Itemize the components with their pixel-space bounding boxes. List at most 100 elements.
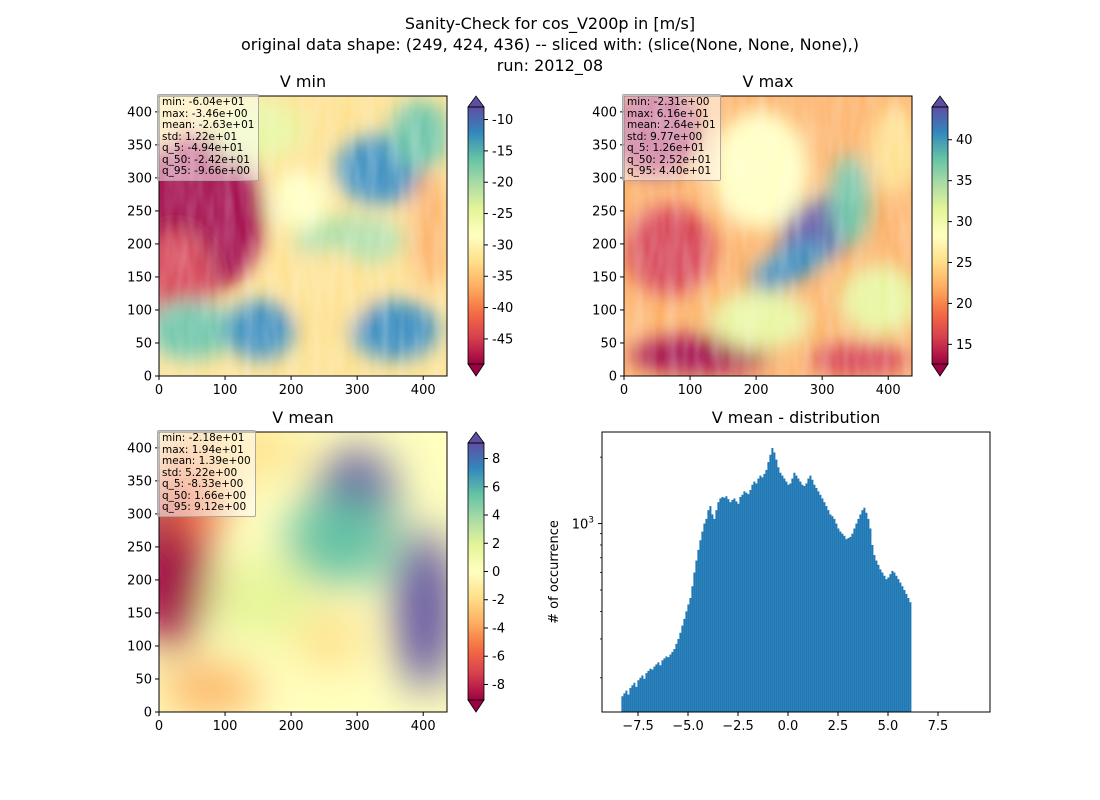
histogram-bar <box>751 484 754 712</box>
histogram-bar <box>671 651 674 712</box>
histogram-bar <box>741 494 744 712</box>
histogram-bar <box>771 448 774 712</box>
histogram-bar <box>825 506 828 712</box>
histogram-bar <box>827 510 830 712</box>
vmin-colorbar-tick-label: -15 <box>492 144 513 159</box>
distribution-xtick-label: 2.5 <box>828 719 849 734</box>
stats-line: q_5: -8.33e+00 <box>162 478 244 490</box>
histogram-bar <box>663 658 666 712</box>
histogram-bar <box>745 492 748 712</box>
distribution-xtick-label: −7.5 <box>622 719 654 734</box>
histogram-bar <box>727 499 730 712</box>
histogram-bar <box>639 677 642 712</box>
histogram-bar <box>847 538 850 712</box>
histogram-bar <box>815 487 818 712</box>
histogram-bar <box>811 479 814 712</box>
vmean-colorbar-tick-label: -4 <box>492 621 505 636</box>
vmean-xtick-label: 300 <box>345 719 370 734</box>
vmax-xtick-label: 200 <box>744 383 769 398</box>
vmax-stats-box: min: -2.31e+00 max: 6.16e+01 mean: 2.64e+0… <box>622 94 721 181</box>
histogram-bar <box>781 475 784 712</box>
histogram-bar <box>689 597 692 712</box>
distribution-ytick-label: 103 <box>572 516 594 533</box>
stats-line: q_95: 9.12e+00 <box>162 501 247 513</box>
histogram-bar <box>739 496 742 712</box>
histogram-bar <box>761 477 764 712</box>
histogram-bar <box>641 675 644 712</box>
vmax-xtick-label: 300 <box>810 383 835 398</box>
histogram-bar <box>901 586 904 712</box>
vmean-ytick-label: 400 <box>127 441 152 456</box>
stats-line: max: -3.46e+00 <box>162 107 248 120</box>
histogram-bar <box>701 531 704 712</box>
vmax-colorbar-tick-label: 20 <box>956 297 973 312</box>
histogram-bar <box>857 518 860 712</box>
histogram-bar <box>883 575 886 712</box>
histogram-bar <box>697 549 700 712</box>
distribution-ylabel: # of occurrence <box>547 520 562 624</box>
vmax-colorbar-tick-label: 40 <box>956 133 973 148</box>
distribution-xtick-label: −2.5 <box>722 719 754 734</box>
vmin-ytick-label: 50 <box>135 336 152 351</box>
histogram-bar <box>675 643 678 712</box>
vmax-xtick-label: 0 <box>620 383 628 398</box>
vmax-ytick-label: 250 <box>592 204 617 219</box>
histogram-bar <box>647 670 650 712</box>
vmax-ytick-label: 300 <box>592 171 617 186</box>
figure-title-line-2: original data shape: (249, 424, 436) -- … <box>241 35 859 54</box>
stats-line: min: -2.31e+00 <box>627 96 710 108</box>
vmean-xtick-label: 100 <box>213 719 238 734</box>
vmean-colorbar-tick-label: -2 <box>492 593 505 608</box>
histogram-bar <box>875 560 878 712</box>
stats-line: q_50: 1.66e+00 <box>162 489 247 502</box>
histogram-bar <box>747 494 750 712</box>
histogram-bar <box>873 555 876 712</box>
histogram-bar <box>755 483 758 712</box>
distribution-title: V mean - distribution <box>711 408 881 427</box>
vmin-xtick-label: 100 <box>213 383 238 398</box>
distribution-xtick-label: 0.0 <box>778 719 799 734</box>
histogram-bar <box>645 673 648 712</box>
histogram-bar <box>705 518 708 712</box>
stats-line: mean: -2.63e+01 <box>162 119 255 131</box>
vmin-ytick-label: 250 <box>127 204 152 219</box>
histogram-bar <box>681 625 684 712</box>
histogram-bar <box>723 497 726 712</box>
vmin-xtick-label: 200 <box>279 383 304 398</box>
histogram-bar <box>691 586 694 712</box>
histogram-bar <box>711 514 714 712</box>
histogram-bar <box>909 602 912 712</box>
histogram-bar <box>905 593 908 712</box>
stats-line: q_5: -4.94e+01 <box>162 142 244 154</box>
histogram-bar <box>703 523 706 712</box>
histogram-bar <box>801 484 804 712</box>
histogram-bar <box>631 685 634 712</box>
histogram-bar <box>779 472 782 712</box>
vmin-ytick-label: 100 <box>127 303 152 318</box>
histogram-bar <box>715 510 718 712</box>
histogram-bar <box>889 574 892 712</box>
histogram-bar <box>799 481 802 712</box>
histogram-bar <box>687 604 690 712</box>
histogram-bar <box>783 478 786 712</box>
histogram-bar <box>633 682 636 712</box>
vmax-colorbar-tick-label: 35 <box>956 174 973 189</box>
histogram-bar <box>677 638 680 712</box>
histogram-bar <box>837 528 840 712</box>
histogram-bar <box>733 498 736 712</box>
histogram-bar <box>655 664 658 712</box>
histogram-bar <box>737 503 740 712</box>
vmax-xtick-label: 100 <box>678 383 703 398</box>
histogram-bar <box>753 481 756 712</box>
vmean-colorbar-tick-label: -8 <box>492 678 505 693</box>
vmin-ytick-label: 150 <box>127 270 152 285</box>
histogram-bar <box>851 533 854 712</box>
histogram-bar <box>707 510 710 712</box>
histogram-bar <box>743 491 746 712</box>
histogram-bar <box>903 590 906 712</box>
stats-line: min: -2.18e+01 <box>162 432 245 444</box>
histogram-bar <box>657 662 660 712</box>
histogram-bar <box>673 649 676 712</box>
vmax-ytick-label: 0 <box>609 370 617 385</box>
